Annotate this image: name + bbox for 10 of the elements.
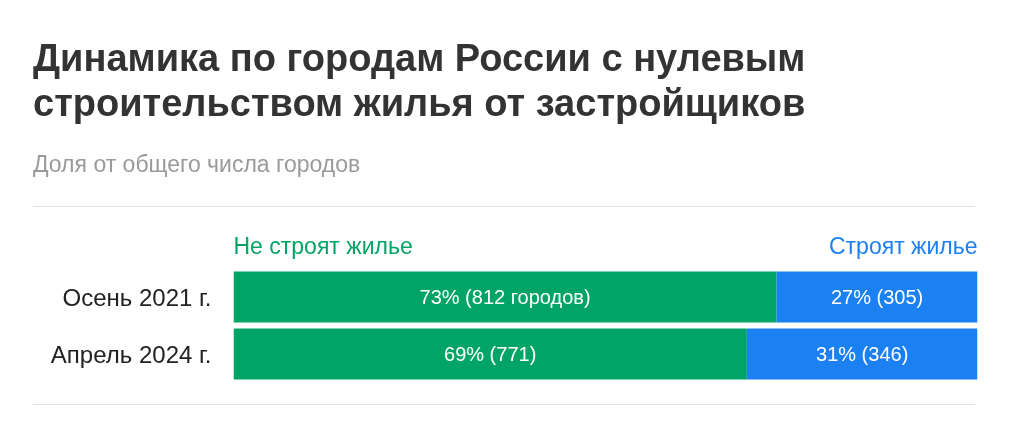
- series-label: Не строят жилье: [233, 232, 413, 259]
- chart-title: Динамика по городам России с нулевым строительством жилья от застройщиков: [33, 36, 807, 126]
- data-label: 27% (305): [830, 286, 924, 308]
- data-label: 31% (346): [816, 343, 909, 365]
- y-tick-label: Апрель 2024 г.: [50, 340, 212, 368]
- chart-subtitle: Доля от общего числа городов: [33, 150, 361, 178]
- data-label: 73% (812 городов): [419, 286, 591, 308]
- series-label: Строят жилье: [828, 232, 978, 259]
- y-tick-label: Осень 2021 г.: [62, 283, 212, 311]
- data-label: 69% (771): [444, 343, 537, 365]
